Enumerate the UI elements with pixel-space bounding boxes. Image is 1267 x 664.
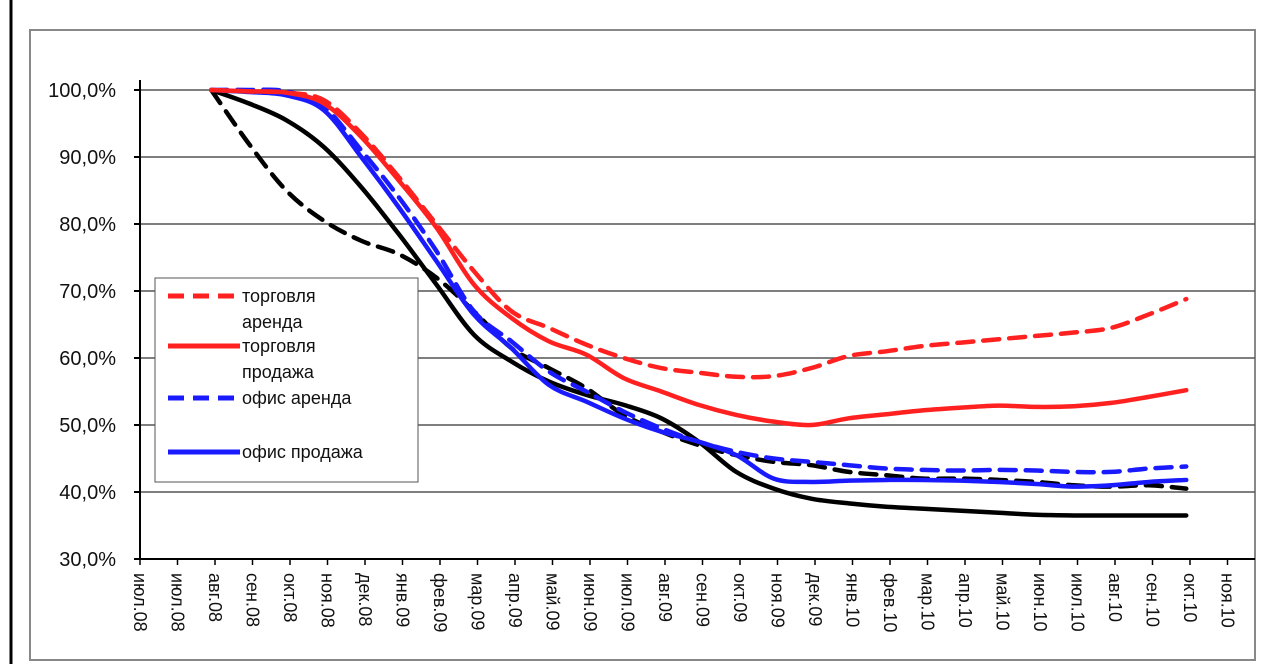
x-tick-label: окт.08 bbox=[280, 573, 300, 622]
x-tick-label: сен.10 bbox=[1143, 573, 1163, 627]
x-tick-label: дек.08 bbox=[355, 573, 375, 626]
legend-label: продажа bbox=[242, 362, 315, 382]
x-axis-ticks: июл.08 июл.08 авг.08 сен.08 окт.08 ноя.08 дек.… bbox=[130, 559, 1238, 632]
x-tick-label: авг.09 bbox=[655, 573, 675, 622]
y-tick-label: 40,0% bbox=[59, 482, 116, 504]
x-tick-label: дек.09 bbox=[805, 573, 825, 626]
x-tick-label: июл.08 bbox=[168, 573, 188, 632]
x-tick-label: мар.09 bbox=[468, 573, 488, 630]
x-tick-label: апр.10 bbox=[955, 573, 975, 628]
y-tick-label: 80,0% bbox=[59, 214, 116, 236]
x-tick-label: окт.10 bbox=[1180, 573, 1200, 622]
series-line bbox=[209, 87, 1189, 428]
x-tick-label: ноя.09 bbox=[768, 573, 788, 628]
x-tick-label: фев.10 bbox=[880, 573, 900, 632]
x-tick-label: фев.09 bbox=[430, 573, 450, 632]
y-tick-label: 60,0% bbox=[59, 348, 116, 370]
x-tick-label: янв.10 bbox=[843, 573, 863, 627]
x-tick-label: апр.09 bbox=[505, 573, 525, 628]
x-tick-label: июл.10 bbox=[1068, 573, 1088, 632]
x-tick-label: июн.09 bbox=[580, 573, 600, 632]
legend-label: аренда bbox=[242, 312, 303, 332]
x-tick-label: июл.08 bbox=[130, 573, 150, 632]
x-tick-label: янв.09 bbox=[393, 573, 413, 627]
y-tick-label: 70,0% bbox=[59, 281, 116, 303]
x-tick-label: июл.09 bbox=[618, 573, 638, 632]
series-line bbox=[209, 87, 1189, 380]
y-tick-label: 50,0% bbox=[59, 415, 116, 437]
x-tick-label: ноя.08 bbox=[318, 573, 338, 628]
y-tick-label: 90,0% bbox=[59, 147, 116, 169]
legend-box bbox=[154, 277, 419, 483]
y-tick-label: 100,0% bbox=[48, 80, 116, 102]
legend-label: торговля bbox=[242, 336, 316, 356]
x-tick-label: сен.08 bbox=[243, 573, 263, 627]
legend: торговля аренда торговля продажа офис аренда… bbox=[154, 277, 419, 483]
x-tick-label: ноя.10 bbox=[1218, 573, 1238, 628]
chart-frame bbox=[29, 29, 1256, 661]
x-tick-label: окт.09 bbox=[730, 573, 750, 622]
legend-label: офис аренда bbox=[242, 388, 352, 408]
x-tick-label: авг.08 bbox=[205, 573, 225, 622]
series-line bbox=[209, 87, 1189, 489]
legend-label: торговля bbox=[242, 286, 316, 306]
x-tick-label: июн.10 bbox=[1030, 573, 1050, 632]
legend-label: офис продажа bbox=[242, 442, 364, 462]
x-tick-label: авг.10 bbox=[1105, 573, 1125, 622]
series-lines bbox=[209, 87, 1189, 518]
x-tick-label: май.10 bbox=[993, 573, 1013, 630]
x-tick-label: мар.10 bbox=[918, 573, 938, 630]
y-axis-ticks: 30,0% 40,0% 50,0% 60,0% 70,0% 80,0% 90,0% 100,0… bbox=[48, 80, 116, 571]
x-tick-label: май.09 bbox=[543, 573, 563, 630]
y-tick-label: 30,0% bbox=[59, 549, 116, 571]
x-tick-label: сен.09 bbox=[693, 573, 713, 627]
